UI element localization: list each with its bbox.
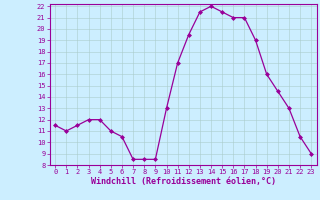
X-axis label: Windchill (Refroidissement éolien,°C): Windchill (Refroidissement éolien,°C) bbox=[91, 177, 276, 186]
